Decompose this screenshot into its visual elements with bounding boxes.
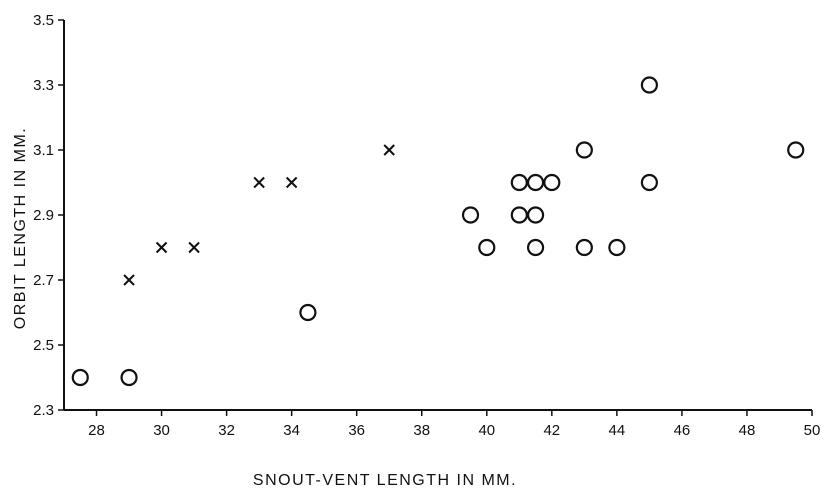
x-marker-point [155,241,168,254]
circle-marker-point [526,206,545,224]
axes [63,20,812,411]
x-marker-point [383,144,395,156]
x-axis-label: SNOUT-VENT LENGTH IN MM. [253,472,517,488]
y-tick-label: 3.5 [33,12,54,29]
circle-marker-point [478,238,496,257]
circle-marker-point [608,238,626,257]
circle-marker-point [299,303,317,322]
x-marker-point [123,274,135,286]
x-tick-label: 46 [674,422,691,439]
x-tick-label: 42 [543,422,560,439]
circle-marker-point [640,76,658,94]
x-tick-label: 38 [413,422,430,439]
x-marker-point [188,241,200,254]
x-marker-point [253,176,265,189]
circle-marker-point [526,173,545,192]
circle-marker-point [640,173,658,192]
circle-marker-point [787,141,805,159]
x-tick-label: 36 [348,422,365,439]
circle-marker-point [120,368,138,387]
y-tick-label: 2.7 [33,272,54,289]
circle-marker-point [71,368,89,387]
circle-marker-point [461,206,480,224]
circle-marker-point [543,173,561,192]
circle-marker-point [575,238,593,257]
y-tick-label: 3.1 [33,142,54,159]
x-marker-point [285,176,298,189]
y-tick-label: 2.9 [33,207,54,224]
x-tick-label: 48 [739,422,756,439]
y-tick-label: 2.5 [33,337,54,354]
y-axis-label: ORBIT LENGTH IN MM. [12,127,29,329]
circle-marker-point [526,238,545,257]
y-tick-label: 3.3 [33,77,54,94]
circle-marker-point [510,173,528,192]
x-tick-label: 50 [804,422,821,439]
x-tick-label: 32 [218,422,235,439]
x-tick-label: 28 [88,422,105,439]
x-axis-ticks: 28 30 32 34 36 38 40 42 44 46 48 50 [88,410,820,439]
x-tick-label: 44 [609,422,626,439]
x-tick-label: 40 [478,422,495,439]
circle-marker-point [510,206,528,224]
data-points [71,76,805,387]
y-axis-ticks: 2.3 2.5 2.7 2.9 3.1 3.3 3.5 [33,12,64,419]
x-tick-label: 34 [283,422,300,439]
x-tick-label: 30 [153,422,170,439]
y-tick-label: 2.3 [33,402,54,419]
circle-marker-point [575,141,593,159]
